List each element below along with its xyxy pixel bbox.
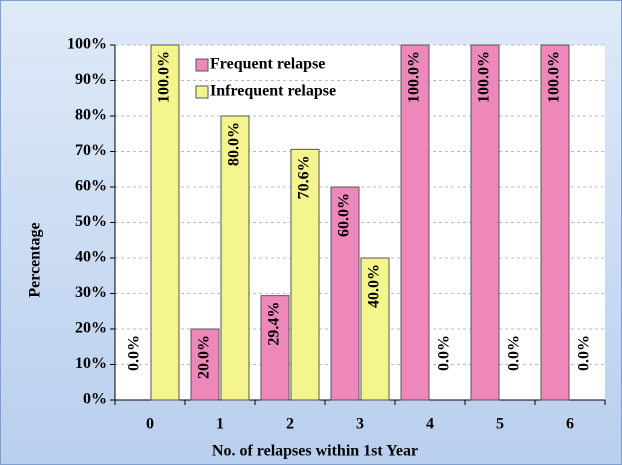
data-label: 80.0% xyxy=(226,122,243,166)
y-tick-label: 0% xyxy=(83,391,107,408)
x-tick-label: 6 xyxy=(566,416,574,433)
bar xyxy=(360,257,390,401)
y-tick-label: 60% xyxy=(75,178,107,195)
y-tick-label: 100% xyxy=(67,36,107,53)
y-tick-label: 80% xyxy=(75,107,107,124)
x-tick-label: 3 xyxy=(356,416,364,433)
legend-swatch xyxy=(195,58,209,72)
data-label: 29.4% xyxy=(266,302,283,346)
data-label: 70.6% xyxy=(296,155,313,199)
x-tick-label: 4 xyxy=(426,416,434,433)
data-label: 100.0% xyxy=(476,51,493,103)
x-axis-title: No. of relapses within 1st Year xyxy=(212,443,418,460)
data-label: 100.0% xyxy=(546,51,563,103)
bar xyxy=(190,328,220,401)
x-tick-label: 0 xyxy=(146,416,154,433)
data-label: 0.0% xyxy=(436,335,453,371)
y-tick-label: 30% xyxy=(75,284,107,301)
data-label: 60.0% xyxy=(336,193,353,237)
x-tick-label: 2 xyxy=(286,416,294,433)
x-tick-label: 1 xyxy=(216,416,224,433)
legend-label: Frequent relapse xyxy=(210,56,325,73)
y-tick-label: 90% xyxy=(75,71,107,88)
bar xyxy=(220,115,250,401)
bar xyxy=(470,44,500,401)
bar xyxy=(540,44,570,401)
data-label: 0.0% xyxy=(576,335,593,371)
data-label: 20.0% xyxy=(196,335,213,379)
y-tick-label: 50% xyxy=(75,213,107,230)
bar xyxy=(330,186,360,401)
bar xyxy=(290,148,320,401)
data-label: 100.0% xyxy=(156,51,173,103)
bar xyxy=(150,44,180,401)
y-tick-label: 10% xyxy=(75,355,107,372)
bar xyxy=(400,44,430,401)
data-label: 0.0% xyxy=(506,335,523,371)
y-tick-label: 40% xyxy=(75,249,107,266)
legend-swatch xyxy=(195,85,209,99)
data-label: 40.0% xyxy=(366,264,383,308)
data-label: 100.0% xyxy=(406,51,423,103)
y-axis-title: Percentage xyxy=(27,222,44,297)
y-tick-label: 70% xyxy=(75,142,107,159)
x-tick-label: 5 xyxy=(496,416,504,433)
data-label: 0.0% xyxy=(126,335,143,371)
bar xyxy=(260,295,290,401)
legend-label: Infrequent relapse xyxy=(210,83,336,100)
y-tick-label: 20% xyxy=(75,320,107,337)
